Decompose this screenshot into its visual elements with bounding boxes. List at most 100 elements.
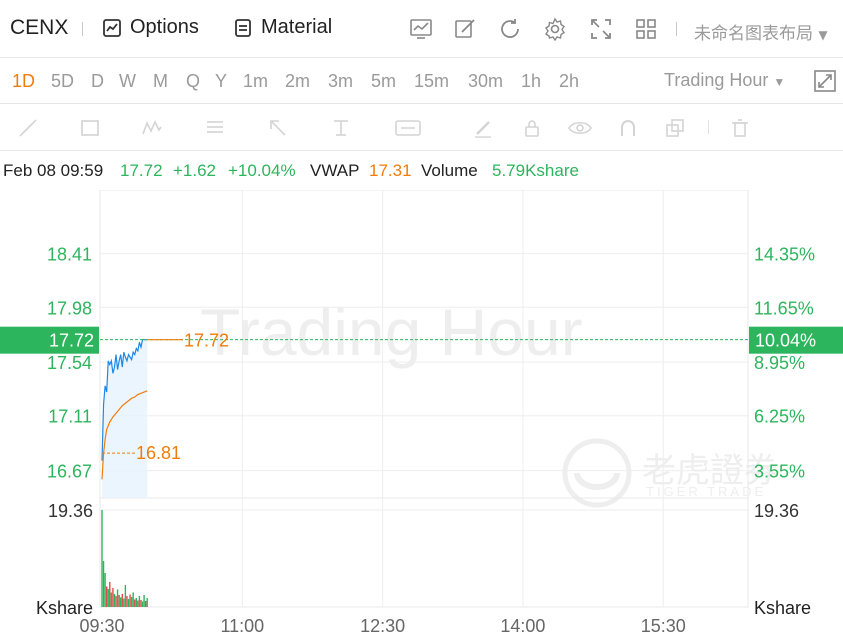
- timeframe-1d[interactable]: 1D: [12, 71, 36, 91]
- chart-icon[interactable]: [409, 17, 433, 41]
- volume-bar: [130, 596, 133, 607]
- drawing-toolbar: [0, 104, 843, 151]
- timeframe-30m[interactable]: 30m: [468, 71, 504, 91]
- last-price-chart-label: 17.72: [184, 331, 229, 351]
- volume-bar: [135, 597, 137, 607]
- y-tick-right: 6.25%: [754, 407, 805, 427]
- x-tick: 14:00: [500, 616, 545, 636]
- watermark-text: Trading Hour: [200, 295, 583, 369]
- timeframe-w[interactable]: W: [119, 71, 136, 91]
- eye-icon[interactable]: [568, 118, 592, 138]
- volume-bar: [123, 598, 125, 607]
- volume-bar: [144, 600, 147, 607]
- y-tick-left: 16.67: [47, 462, 92, 482]
- price-area-fill: [102, 339, 148, 498]
- timeframe-1h[interactable]: 1h: [521, 71, 542, 91]
- layout-selector[interactable]: 未命名图表布局 ▼: [694, 19, 828, 44]
- volume-bar: [143, 594, 145, 607]
- fibonacci-tool-icon[interactable]: [205, 118, 225, 138]
- text-tool-icon[interactable]: [395, 118, 421, 138]
- symbol-label[interactable]: CENX: [10, 16, 69, 39]
- quote-info-bar: Feb 08 09:59 17.72 +1.62 +10.04% VWAP 17…: [0, 151, 843, 191]
- y-tick-right: 14.35%: [754, 245, 815, 265]
- options-label: Options: [130, 16, 199, 38]
- arrow-tool-icon[interactable]: [268, 118, 288, 138]
- price-line: [101, 339, 148, 461]
- last-price-tag: [0, 326, 99, 354]
- y-tick-left: 18.41: [47, 245, 92, 265]
- trash-icon[interactable]: [730, 118, 750, 138]
- x-tick: 12:30: [360, 616, 405, 636]
- volume-bar: [141, 601, 144, 607]
- volume-value: 5.79Kshare: [492, 161, 579, 180]
- volume-bar: [105, 586, 108, 607]
- volume-bar: [110, 592, 113, 607]
- last-pct-tag-label: 10.04%: [755, 331, 816, 351]
- timeframe-m[interactable]: M: [153, 71, 168, 91]
- volume-bar: [101, 510, 103, 607]
- volume-bar: [127, 598, 130, 607]
- divider: [676, 22, 677, 36]
- layout-name: 未命名图表布局: [694, 24, 813, 44]
- datetime: Feb 08 09:59: [3, 161, 104, 180]
- volume-bar: [102, 560, 105, 607]
- volume-max-left: 19.36: [48, 501, 93, 521]
- measure-tool-icon[interactable]: [331, 118, 351, 138]
- timeframe-15m[interactable]: 15m: [414, 71, 450, 91]
- chart-box-icon: [103, 18, 121, 37]
- timeframe-bar: 1D 5D D W M Q Y 1m 2m 3m 5m 15m 30m 1h 2…: [0, 58, 843, 104]
- volume-bar: [140, 599, 142, 607]
- expand-icon[interactable]: [814, 70, 836, 92]
- volume-bar: [134, 599, 136, 607]
- x-tick: 15:30: [641, 616, 686, 636]
- timeframe-2m[interactable]: 2m: [285, 71, 311, 91]
- vwap-start-label: 16.81: [136, 443, 181, 463]
- intraday-chart[interactable]: Trading Hour 老虎證券 TIGER TRADE 16.81 17.7…: [0, 190, 843, 641]
- timeframe-3m[interactable]: 3m: [328, 71, 354, 91]
- timeframe-y[interactable]: Y: [215, 71, 228, 91]
- timeframe-5d[interactable]: 5D: [51, 71, 75, 91]
- caret-down-icon: ▼: [818, 28, 828, 42]
- plot-border: [99, 190, 749, 608]
- volume-bar: [146, 597, 148, 607]
- session-label: Trading Hour: [664, 70, 769, 90]
- session-selector[interactable]: Trading Hour ▼: [664, 70, 785, 91]
- options-button[interactable]: Options: [102, 16, 199, 39]
- settings-icon[interactable]: [543, 17, 567, 41]
- timeframe-2h[interactable]: 2h: [559, 71, 580, 91]
- caret-down-icon: ▼: [773, 75, 786, 89]
- volume-bar: [121, 593, 123, 607]
- rectangle-tool-icon[interactable]: [80, 118, 100, 138]
- y-tick-left: 17.11: [48, 407, 92, 427]
- volume-bar: [104, 572, 106, 607]
- x-tick: 11:00: [220, 616, 264, 636]
- change-value: +1.62: [173, 161, 217, 180]
- timeframe-q[interactable]: Q: [186, 71, 201, 91]
- fullscreen-icon[interactable]: [589, 17, 613, 41]
- material-button[interactable]: Material: [233, 16, 332, 39]
- last-price-tag-label: 17.72: [49, 331, 94, 351]
- change-pct-value: +10.04%: [228, 161, 296, 180]
- copy-icon[interactable]: [665, 118, 685, 138]
- top-header: CENX Options Material: [0, 0, 843, 58]
- grid-icon[interactable]: [634, 17, 658, 41]
- lock-icon[interactable]: [522, 118, 542, 138]
- edit-icon[interactable]: [453, 17, 477, 41]
- timeframe-1m[interactable]: 1m: [243, 71, 269, 91]
- refresh-icon[interactable]: [498, 17, 522, 41]
- magnet-icon[interactable]: [618, 118, 638, 138]
- material-label: Material: [261, 16, 333, 38]
- timeframe-5m[interactable]: 5m: [371, 71, 397, 91]
- pattern-tool-icon[interactable]: [142, 118, 162, 138]
- line-tool-icon[interactable]: [18, 118, 38, 138]
- axis-labels: 18.41 17.98 17.54 17.11 16.67 14.35% 11.65% 8.9…: [0, 245, 843, 636]
- last-pct-tag: [749, 326, 843, 354]
- volume-bar: [120, 597, 122, 607]
- y-tick-left: 17.54: [47, 353, 92, 373]
- volume-bar: [132, 592, 134, 607]
- timeframe-d[interactable]: D: [91, 71, 104, 91]
- brush-icon[interactable]: [473, 118, 493, 138]
- volume-bar: [124, 584, 127, 607]
- volume-max-right: 19.36: [754, 501, 799, 521]
- y-tick-right: 8.95%: [754, 353, 805, 373]
